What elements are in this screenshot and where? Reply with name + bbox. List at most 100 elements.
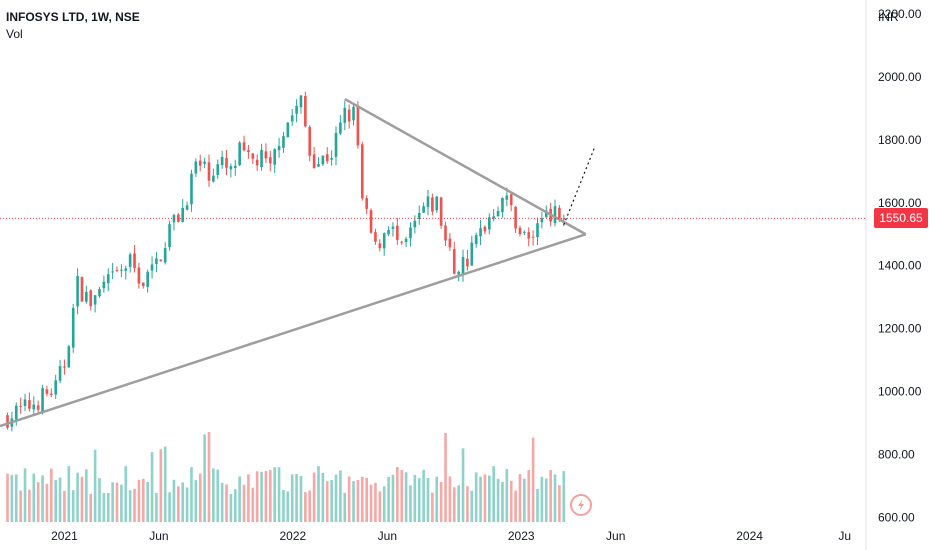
- volume-indicator-label[interactable]: Vol: [6, 27, 23, 41]
- candle-body: [553, 206, 557, 224]
- volume-bar: [444, 432, 447, 522]
- volume-bar: [295, 474, 298, 522]
- candle-body: [448, 238, 452, 248]
- candle-body: [400, 241, 404, 243]
- time-tick-label: 2022: [279, 529, 306, 543]
- candle-body: [163, 248, 167, 263]
- candle-body: [212, 175, 215, 182]
- candle-body: [483, 226, 487, 232]
- volume-bar: [286, 491, 290, 522]
- candle-body: [290, 115, 294, 122]
- volume-bar: [483, 474, 487, 522]
- volume-bar: [10, 474, 14, 522]
- volume-bar: [435, 476, 439, 522]
- candle-body: [304, 95, 307, 127]
- candle-body: [317, 164, 320, 167]
- candle-body: [268, 157, 272, 164]
- candle-body: [85, 291, 88, 302]
- volume-bar: [308, 490, 312, 522]
- volume-bar: [115, 482, 119, 522]
- volume-bar: [339, 470, 342, 522]
- candle-body: [295, 105, 298, 114]
- candle-body: [106, 274, 110, 284]
- volume-bar: [509, 480, 513, 522]
- candle-body: [382, 233, 386, 249]
- volume-bar: [501, 481, 504, 522]
- volume-bar: [426, 478, 430, 522]
- candle-body: [45, 389, 49, 394]
- volume-bar: [49, 468, 53, 522]
- volume-bar: [76, 472, 79, 522]
- candle-body: [518, 227, 522, 235]
- volume-bar: [461, 448, 465, 522]
- candle-body: [54, 380, 58, 395]
- lower-trendline[interactable]: [0, 233, 587, 428]
- volume-bar: [334, 474, 338, 522]
- volume-bar: [527, 470, 531, 522]
- candle-body: [325, 154, 329, 162]
- symbol-title[interactable]: INFOSYS LTD, 1W, NSE: [6, 10, 140, 24]
- candle-body: [531, 236, 535, 238]
- volume-bar: [299, 475, 303, 522]
- volume-bar: [216, 469, 220, 522]
- candle-body: [334, 132, 338, 157]
- volume-bar: [177, 486, 180, 522]
- volume-bar: [360, 476, 364, 522]
- candle-body: [32, 404, 36, 410]
- price-tick-label: 600.00: [878, 510, 915, 524]
- time-tick-label: 2021: [51, 529, 78, 543]
- candle-body: [36, 405, 40, 410]
- volume-bar: [71, 490, 75, 522]
- volume-bar: [290, 474, 294, 522]
- candle-body: [562, 218, 566, 220]
- volume-bar: [523, 478, 526, 522]
- candle-body: [299, 95, 303, 108]
- candle-body: [190, 173, 193, 205]
- time-tick-label: Jun: [378, 529, 397, 543]
- candle-body: [159, 259, 163, 262]
- price-tick-label: 1600.00: [878, 196, 922, 210]
- volume-bar: [400, 470, 404, 522]
- volume-bar: [479, 476, 482, 522]
- volume-bar: [417, 478, 421, 522]
- volume-bar: [58, 477, 62, 522]
- volume-bar: [470, 490, 474, 522]
- volume-bar: [378, 491, 382, 522]
- candle-body: [207, 162, 211, 181]
- candle-body: [76, 276, 79, 307]
- candle-body: [282, 136, 285, 148]
- price-axis-ticks[interactable]: 2200.00 2000.00 1800.00 1600.00 1400.00 1200.…: [878, 7, 922, 524]
- candle-body: [220, 156, 224, 166]
- candle-body: [426, 196, 430, 207]
- volume-bar: [382, 486, 386, 522]
- volume-bar: [422, 469, 425, 522]
- candle-body: [177, 214, 180, 222]
- snapshot-icon[interactable]: [570, 494, 592, 516]
- candle-body: [98, 289, 101, 297]
- candle-body: [141, 282, 145, 287]
- upper-trendline[interactable]: [344, 97, 587, 236]
- candle-body: [137, 267, 141, 284]
- candle-body: [308, 126, 312, 156]
- volume-bar: [41, 475, 44, 522]
- candle-body: [14, 405, 18, 420]
- volume-bar: [150, 452, 154, 522]
- candle-body: [452, 249, 456, 274]
- volume-bar: [505, 469, 509, 522]
- drawings: [0, 97, 866, 428]
- volume-bar: [260, 471, 263, 522]
- candle-body: [155, 258, 158, 265]
- volume-bar: [352, 481, 355, 522]
- candle-body: [238, 142, 241, 166]
- volume-bar: [264, 470, 268, 522]
- candle-body: [124, 268, 128, 271]
- volume-bar: [133, 488, 136, 522]
- candle-body: [150, 264, 154, 271]
- time-tick-label: 2023: [508, 529, 535, 543]
- breakout-projection[interactable]: [563, 147, 595, 226]
- volume-bar: [124, 466, 128, 522]
- candle-body: [369, 210, 373, 233]
- time-axis-ticks[interactable]: 2021 Jun 2022 Jun 2023 Jun 2024 Ju: [51, 529, 851, 543]
- volume-bar: [155, 492, 158, 522]
